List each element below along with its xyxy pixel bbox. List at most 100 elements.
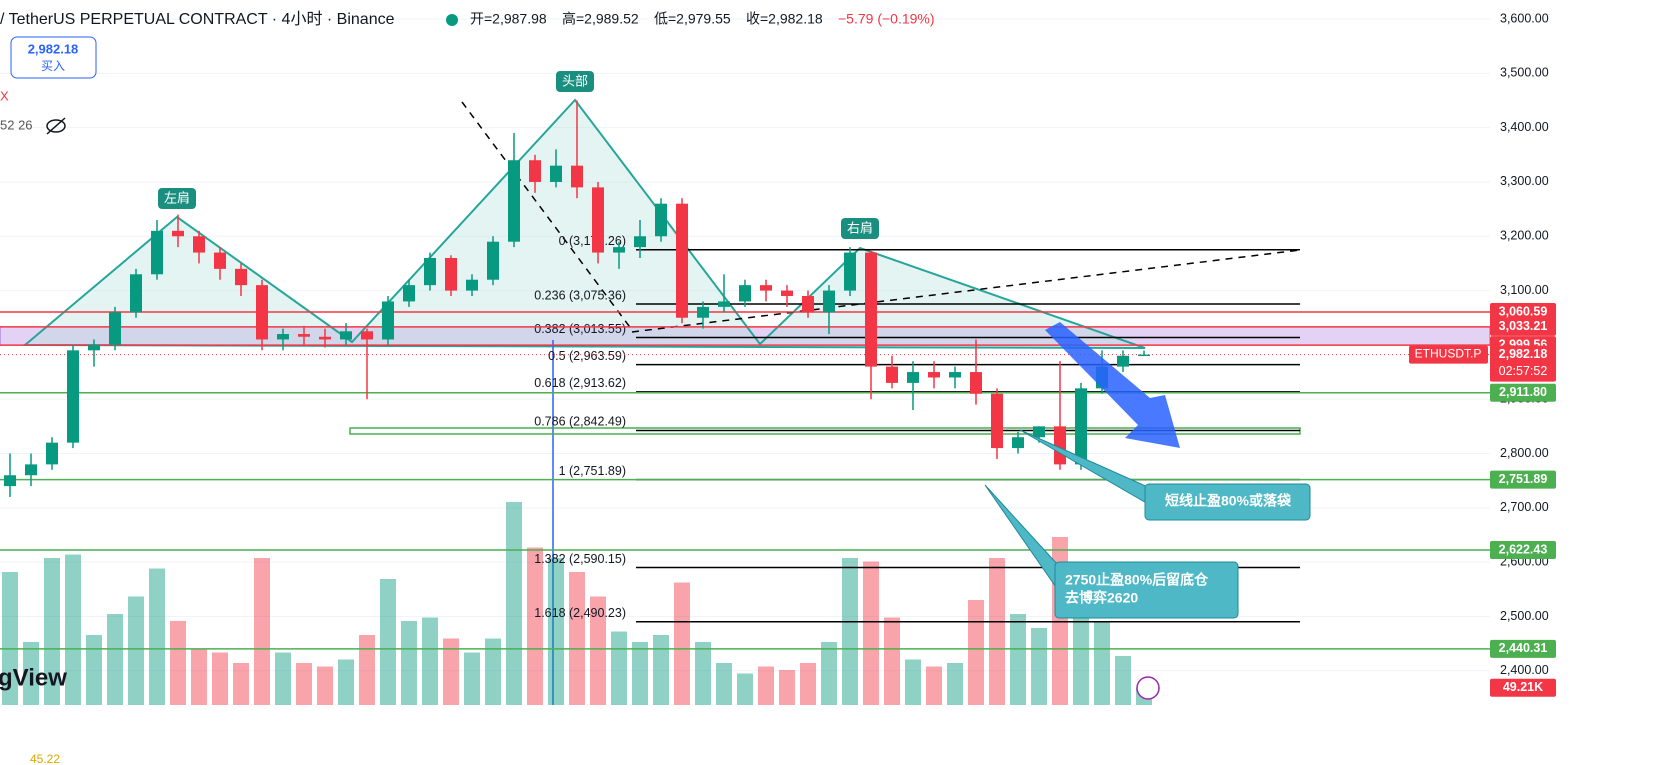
candle-body (529, 160, 541, 182)
volume-bar (65, 554, 81, 705)
volume-bar (989, 558, 1005, 705)
price-tag-label: 2,911.80 (1499, 385, 1547, 399)
symbol-tag (1409, 345, 1488, 364)
ohlc-change: −5.79 (−0.19%) (838, 11, 935, 27)
candle-body (298, 334, 310, 337)
symbol-title: / TetherUS PERPETUAL CONTRACT · 4小时 · Bi… (0, 10, 395, 28)
candle-body (193, 236, 205, 253)
buy-price[interactable]: 2,982.18 (28, 41, 79, 56)
volume-bar (737, 673, 753, 705)
candle-body (676, 203, 688, 318)
price-tag (1490, 383, 1556, 402)
last-price-label: 2,982.18 (1499, 347, 1548, 361)
volume-bar (506, 502, 522, 705)
candle-body (445, 257, 457, 291)
buy-button[interactable] (10, 36, 97, 79)
price-tag-label: 3,060.59 (1499, 304, 1548, 318)
price-tick-label: 2,700.00 (1500, 500, 1549, 514)
annotation-text: 2750止盈80%后留底仓 (1065, 572, 1209, 588)
volume-bar (212, 652, 228, 705)
candle-body (508, 160, 520, 242)
price-tick-label: 3,100.00 (1500, 283, 1549, 297)
volume-bar (317, 666, 333, 705)
price-tags: 3,060.593,033.212,999.562,911.802,751.89… (1409, 302, 1556, 697)
annotation-text: 短线止盈80%或落袋 (1165, 493, 1292, 509)
fib-label: 1 (2,751.89) (559, 464, 626, 478)
ohlc-close: 收=2,982.18 (746, 11, 823, 27)
candle-body (865, 252, 877, 367)
volume-tag (1490, 678, 1556, 697)
volume-bar (632, 642, 648, 705)
candle-body (4, 475, 16, 487)
indicator-params: 52 26 (0, 117, 33, 132)
candle-body (88, 344, 100, 351)
annotation-box (1054, 561, 1239, 619)
candle-body (907, 372, 919, 383)
candle-body (319, 336, 331, 340)
candle-body (970, 372, 982, 394)
volume-bar (1115, 656, 1131, 705)
pattern-label-box (158, 188, 196, 209)
price-axis-panel (1490, 0, 1656, 765)
candle-body (424, 257, 436, 286)
hide-icon[interactable] (46, 117, 66, 135)
candle-body (403, 285, 415, 302)
price-tag (1490, 470, 1556, 489)
candle-body (991, 393, 1003, 449)
pattern-label: 头部 (562, 73, 588, 88)
candle-body (760, 285, 772, 291)
candle-body (151, 230, 163, 275)
price-tag-label: 2,622.43 (1499, 542, 1548, 556)
annotation-text: 去博弈2620 (1065, 590, 1138, 606)
volume-bar (716, 663, 732, 705)
candle-body (256, 285, 268, 340)
price-tag-label: 3,033.21 (1499, 319, 1548, 333)
candle-body (277, 334, 289, 340)
candle-body (1012, 437, 1024, 449)
candle-body (340, 331, 352, 340)
candle-body (235, 268, 247, 286)
volume-layer (2, 502, 1152, 705)
fragment: X (0, 88, 9, 103)
status-dot (446, 14, 458, 26)
pattern-label: 右肩 (847, 220, 873, 235)
volume-bar (590, 596, 606, 705)
volume-bar (611, 631, 627, 705)
volume-bar (821, 642, 837, 705)
candle-body (25, 464, 37, 476)
fib-label: 1.382 (2,590.15) (534, 552, 626, 566)
candle-body (634, 236, 646, 248)
volume-bar (107, 614, 123, 705)
candle-body (886, 366, 898, 383)
volume-bar (653, 635, 669, 705)
logo: gView (0, 664, 67, 691)
price-tick-label: 3,500.00 (1500, 66, 1549, 80)
alert-icon[interactable] (1136, 676, 1160, 700)
volume-bar (380, 579, 396, 705)
candle-body (1054, 426, 1066, 465)
volume-bar (800, 663, 816, 705)
candle-body (172, 230, 184, 237)
indicator-value: 45.22 (30, 752, 60, 765)
last-price-tag (1490, 345, 1556, 382)
price-tick-label: 2,400.00 (1500, 663, 1549, 677)
candle-body (109, 312, 121, 345)
volume-bar (359, 635, 375, 705)
candle-body (844, 252, 856, 291)
candle-body (550, 165, 562, 182)
price-tag (1490, 317, 1556, 336)
candle-body (487, 241, 499, 280)
price-tick-label: 3,200.00 (1500, 229, 1549, 243)
volume-bar (296, 663, 312, 705)
candle-body (781, 290, 793, 297)
fib-label: 1.618 (2,490.23) (534, 606, 626, 620)
fib-label: 0.382 (3,013.55) (534, 322, 626, 336)
buy-label[interactable]: 买入 (41, 59, 65, 73)
price-tick-label: 2,500.00 (1500, 609, 1549, 623)
candle-body (718, 301, 730, 307)
volume-bar (1031, 628, 1047, 705)
fib-label: 0.786 (2,842.49) (534, 415, 626, 429)
candle-body (802, 296, 814, 313)
price-tick-label: 2,800.00 (1500, 446, 1549, 460)
candle-body (67, 350, 79, 443)
